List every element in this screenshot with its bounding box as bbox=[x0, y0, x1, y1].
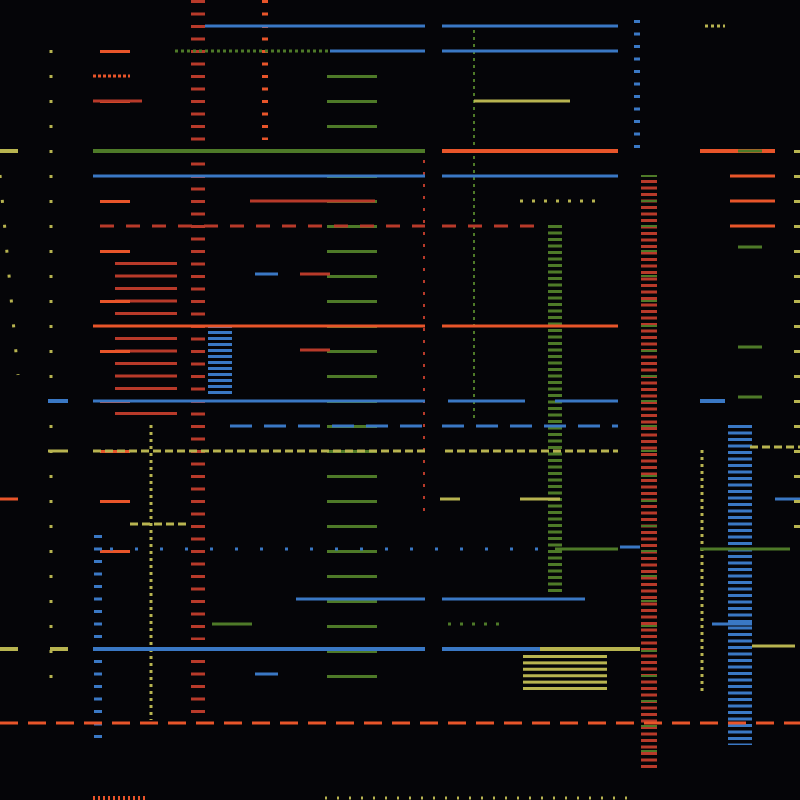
left-ticks bbox=[0, 174, 20, 376]
